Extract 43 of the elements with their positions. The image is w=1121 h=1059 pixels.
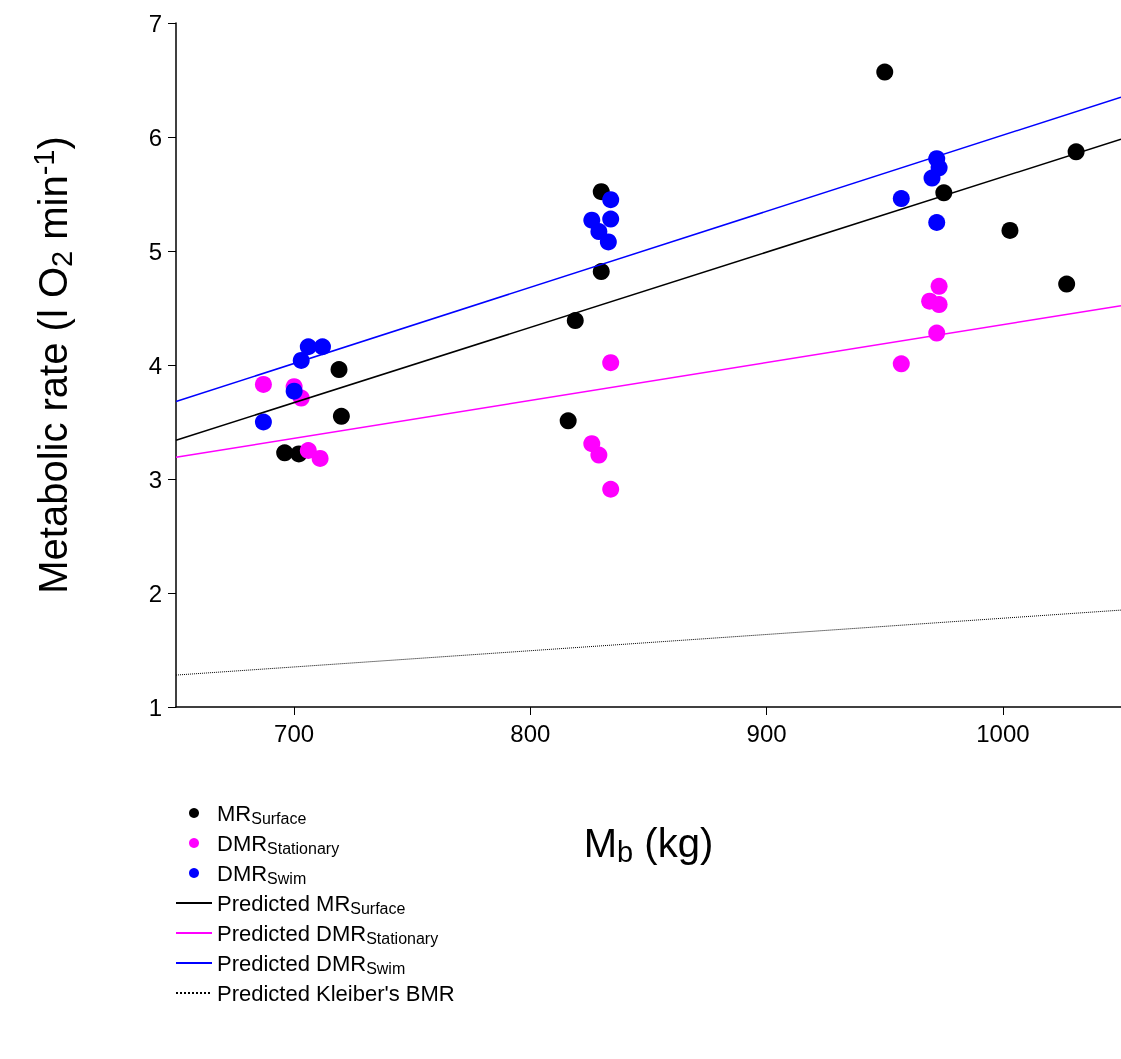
point <box>602 210 620 228</box>
point <box>330 361 348 379</box>
y-tick-label: 7 <box>148 9 162 37</box>
point <box>254 413 272 431</box>
point <box>1058 275 1076 293</box>
y-tick-label: 3 <box>148 465 162 493</box>
point <box>566 312 584 330</box>
point <box>599 233 617 251</box>
point <box>276 444 294 462</box>
y-axis-title: Metabolic rate (l O2 min-1) <box>27 136 78 594</box>
point <box>892 190 910 208</box>
point <box>928 214 946 231</box>
point <box>1001 221 1019 239</box>
x-tick-label: 700 <box>274 719 315 747</box>
y-tick-label: 1 <box>148 693 162 721</box>
point <box>299 442 317 459</box>
point <box>299 338 317 356</box>
point <box>583 435 601 453</box>
point <box>313 338 331 356</box>
point <box>254 375 272 393</box>
point <box>876 63 894 81</box>
point <box>602 480 620 498</box>
y-tick-label: 4 <box>148 351 162 379</box>
point <box>602 191 620 209</box>
point <box>930 296 948 314</box>
x-tick-label: 1000 <box>976 719 1030 747</box>
y-tick-label: 5 <box>148 237 162 265</box>
point <box>892 355 910 373</box>
point <box>559 412 577 430</box>
point <box>311 449 329 467</box>
point <box>923 169 941 187</box>
legend-label: Predicted Kleiber's BMR <box>217 980 455 1006</box>
point <box>930 277 948 295</box>
point <box>602 354 620 372</box>
point <box>332 407 350 425</box>
y-tick-label: 6 <box>148 123 162 151</box>
point <box>590 223 608 241</box>
x-tick-label: 900 <box>746 719 787 747</box>
y-tick-label: 2 <box>148 579 162 607</box>
point <box>592 263 610 281</box>
x-tick-label: 800 <box>510 719 551 747</box>
point <box>285 382 303 400</box>
point <box>590 446 608 464</box>
